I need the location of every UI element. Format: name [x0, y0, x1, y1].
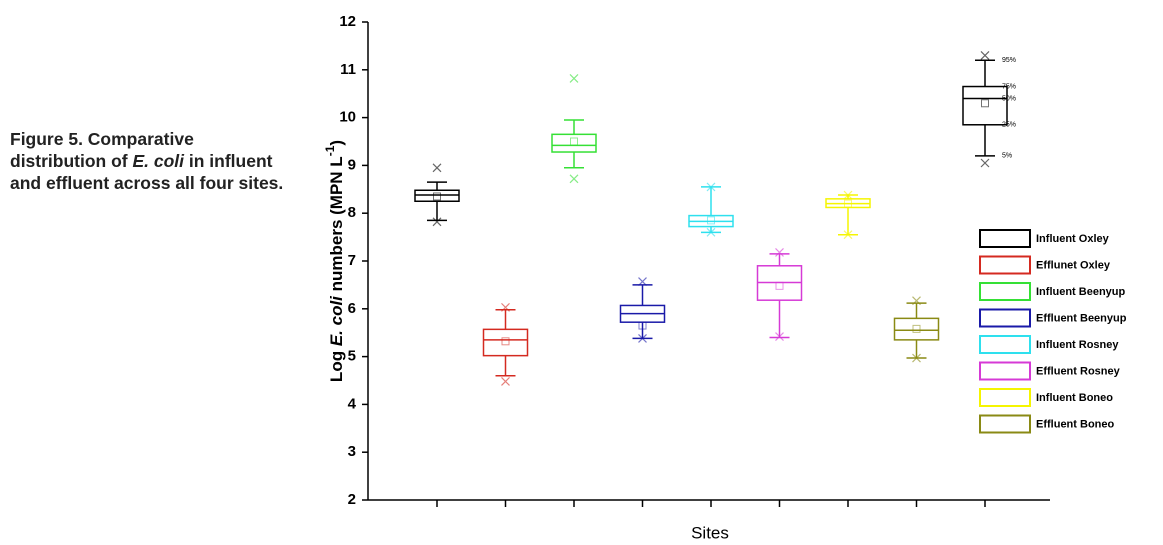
y-label-part: Log [327, 346, 346, 382]
mean-marker [707, 216, 715, 225]
extreme-marker [775, 247, 784, 257]
extreme-marker [980, 158, 990, 168]
y-tick-label: 9 [348, 156, 356, 173]
key-label: 50% [1002, 95, 1016, 102]
extreme-marker [569, 174, 579, 184]
legend-swatch [979, 361, 1031, 381]
extreme-marker [501, 377, 510, 386]
caption-text: in influent and effluent across all four… [10, 151, 284, 193]
y-tick-label: 12 [339, 13, 356, 30]
y-axis-label: Log E. coli numbers (MPN L-1) [323, 140, 346, 382]
extreme-marker [912, 296, 921, 306]
y-tick-label: 2 [348, 491, 356, 508]
extreme-marker [843, 190, 853, 200]
legend-swatch [979, 229, 1031, 248]
caption-text: Figure 5. Comparative distribution of [10, 129, 194, 171]
legend-swatch [979, 308, 1031, 328]
mean-marker [912, 324, 921, 333]
y-label-part: ) [327, 140, 346, 146]
legend-swatch [979, 282, 1031, 301]
figure-caption: Figure 5. Comparative distribution of E.… [10, 128, 285, 194]
box [551, 133, 597, 153]
extreme-marker [638, 334, 647, 343]
y-tick-label: 7 [348, 252, 356, 269]
legend-label: Effluent Rosney [1036, 365, 1121, 377]
key-label: 95% [1002, 57, 1016, 64]
extreme-marker [706, 227, 716, 237]
mean-marker [570, 137, 578, 146]
y-tick-label: 8 [348, 204, 356, 221]
extreme-marker [638, 277, 647, 286]
y-tick-label: 4 [348, 395, 357, 412]
extreme-marker [706, 182, 716, 192]
y-tick-label: 3 [348, 443, 356, 460]
mean-marker [638, 321, 647, 330]
y-label-part: numbers (MPN L [327, 156, 346, 296]
caption-italic: E. coli [132, 151, 185, 171]
legend-swatch [979, 414, 1031, 434]
y-tick-label: 6 [348, 300, 356, 317]
extreme-marker [775, 332, 784, 341]
extreme-marker [912, 353, 921, 363]
key-label: 5% [1002, 153, 1012, 160]
box [893, 317, 940, 341]
mean-marker [775, 281, 784, 290]
legend-swatch [979, 388, 1031, 407]
legend-label: Effluent Beenyup [1036, 312, 1127, 324]
legend-label: Influent Boneo [1036, 392, 1113, 404]
x-axis-label: Sites [691, 523, 729, 542]
legend-label: Effluent Boneo [1036, 418, 1114, 430]
extreme-marker [432, 163, 442, 173]
key-label: 25% [1002, 122, 1016, 129]
extreme-marker [432, 217, 442, 227]
box [962, 85, 1008, 126]
box [482, 328, 529, 357]
y-tick-label: 5 [348, 348, 356, 365]
legend-label: Influent Beenyup [1036, 286, 1126, 298]
y-tick-label: 11 [340, 61, 356, 78]
extreme-marker [980, 51, 990, 60]
y-tick-label: 10 [339, 109, 356, 126]
mean-marker [433, 192, 441, 201]
legend-label: Influent Rosney [1036, 339, 1119, 351]
y-label-part: E. coli [327, 295, 346, 346]
mean-marker [844, 199, 852, 208]
y-label-part: -1 [323, 145, 337, 156]
legend-label: Influent Oxley [1036, 233, 1110, 245]
legend-label: Efflunet Oxley [1036, 259, 1111, 271]
legend-swatch [979, 255, 1031, 275]
key-label: 75% [1002, 83, 1016, 90]
legend-swatch [979, 335, 1031, 354]
extreme-marker [569, 73, 579, 83]
mean-marker [501, 337, 510, 346]
extreme-marker [843, 230, 853, 240]
extreme-marker [501, 302, 510, 312]
mean-marker [981, 99, 989, 108]
